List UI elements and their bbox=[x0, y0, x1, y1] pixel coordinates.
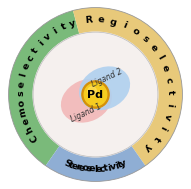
Text: s: s bbox=[16, 91, 25, 97]
Text: c: c bbox=[100, 164, 106, 174]
Text: e: e bbox=[17, 81, 26, 88]
Text: o: o bbox=[81, 163, 89, 173]
Text: e: e bbox=[20, 116, 31, 125]
Text: v: v bbox=[43, 31, 53, 42]
Text: Pd: Pd bbox=[87, 90, 104, 99]
Text: i: i bbox=[114, 161, 120, 171]
Text: g: g bbox=[109, 17, 117, 27]
Wedge shape bbox=[73, 8, 182, 166]
Circle shape bbox=[84, 83, 107, 106]
Text: r: r bbox=[74, 162, 81, 172]
Text: t: t bbox=[60, 22, 68, 32]
Wedge shape bbox=[9, 11, 79, 166]
Text: t: t bbox=[166, 90, 175, 95]
Circle shape bbox=[33, 32, 158, 157]
Text: t: t bbox=[117, 160, 124, 170]
Wedge shape bbox=[46, 146, 145, 181]
Text: e: e bbox=[96, 164, 103, 174]
Text: S: S bbox=[63, 158, 72, 169]
Text: C: C bbox=[29, 132, 40, 143]
Text: y: y bbox=[143, 142, 154, 153]
Text: R: R bbox=[85, 15, 93, 25]
Circle shape bbox=[9, 8, 182, 181]
Text: i: i bbox=[165, 102, 174, 107]
Text: s: s bbox=[85, 164, 91, 174]
Text: e: e bbox=[160, 64, 171, 73]
Text: t: t bbox=[151, 133, 161, 143]
Text: c: c bbox=[164, 77, 174, 84]
Text: y: y bbox=[119, 158, 128, 169]
Text: i: i bbox=[37, 39, 46, 47]
Text: l: l bbox=[94, 165, 97, 174]
Text: e: e bbox=[98, 15, 105, 25]
Text: e: e bbox=[148, 42, 159, 53]
Text: o: o bbox=[16, 99, 26, 107]
Text: l: l bbox=[156, 54, 165, 61]
Text: y: y bbox=[68, 18, 77, 29]
Text: t: t bbox=[67, 160, 74, 170]
Ellipse shape bbox=[61, 79, 112, 123]
Text: e: e bbox=[77, 163, 85, 173]
Text: v: v bbox=[162, 112, 172, 121]
Text: s: s bbox=[140, 33, 150, 44]
Text: Ligand 2: Ligand 2 bbox=[90, 67, 124, 88]
Text: t: t bbox=[30, 46, 40, 55]
Text: c: c bbox=[25, 53, 36, 63]
Ellipse shape bbox=[79, 66, 130, 110]
Text: Ligand 1: Ligand 1 bbox=[69, 102, 103, 124]
Text: o: o bbox=[130, 26, 141, 37]
Circle shape bbox=[82, 81, 109, 108]
Text: i: i bbox=[107, 163, 112, 173]
Text: i: i bbox=[121, 21, 128, 31]
Text: h: h bbox=[24, 124, 35, 135]
Text: m: m bbox=[17, 106, 28, 118]
Text: e: e bbox=[88, 164, 95, 174]
Text: e: e bbox=[70, 161, 79, 171]
Circle shape bbox=[88, 87, 96, 95]
Text: t: t bbox=[103, 164, 109, 173]
Text: e: e bbox=[21, 62, 32, 71]
Text: i: i bbox=[52, 27, 59, 36]
Text: l: l bbox=[19, 73, 28, 78]
Text: i: i bbox=[158, 124, 167, 131]
Text: v: v bbox=[109, 162, 117, 172]
